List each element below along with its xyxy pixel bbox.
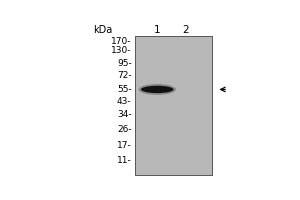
Text: 95-: 95-	[117, 59, 132, 68]
Bar	[135, 36, 212, 175]
Text: 11-: 11-	[117, 156, 132, 165]
Text: 34-: 34-	[117, 110, 132, 119]
Text: 43-: 43-	[117, 97, 132, 106]
Text: 170-: 170-	[111, 37, 132, 46]
Text: 2: 2	[182, 25, 188, 35]
Text: 130-: 130-	[111, 46, 132, 55]
Text: 17-: 17-	[117, 141, 132, 150]
Ellipse shape	[139, 84, 176, 95]
Text: 55-: 55-	[117, 85, 132, 94]
Text: kDa: kDa	[93, 25, 112, 35]
Ellipse shape	[141, 86, 173, 93]
Text: 1: 1	[154, 25, 160, 35]
Text: 26-: 26-	[117, 125, 132, 134]
Text: 72-: 72-	[117, 71, 132, 80]
